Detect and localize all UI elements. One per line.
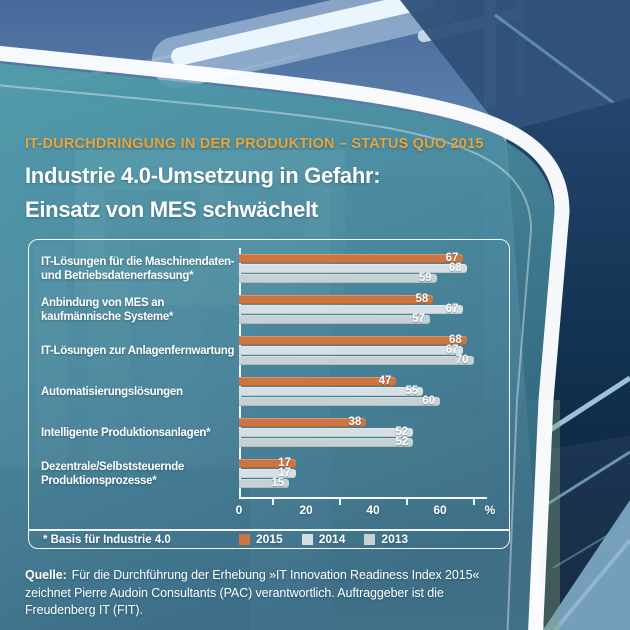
- bar-2015-cat2: 58: [239, 293, 434, 305]
- bar-value: 57: [412, 313, 425, 325]
- category-label: Anbindung von MES an kaufmännische System…: [41, 292, 237, 327]
- bar-value: 67: [445, 303, 459, 315]
- bar-value: 17: [278, 467, 291, 479]
- category-label-line: IT-Lösungen zur Anlagenfernwartung: [41, 344, 235, 357]
- bar-2013-cat1: 59: [239, 272, 437, 284]
- y-axis-line: [239, 248, 241, 499]
- photo-dark-ceiling-corner: [400, 0, 630, 140]
- category-label-line: Intelligente Produktionsanlagen*: [41, 426, 211, 439]
- source-line-2: zeichnet Pierre Audoin Consultants (PAC)…: [25, 585, 444, 600]
- legend-swatch: [301, 533, 313, 545]
- legend-item-2013: 2013: [364, 532, 408, 546]
- legend-label: 2015: [256, 532, 283, 546]
- x-tick: [472, 499, 475, 505]
- x-tick-label: 40: [366, 503, 380, 517]
- kicker: IT-DURCHDRINGUNG IN DER PRODUKTION – STA…: [25, 136, 484, 152]
- category-label: Dezentrale/Selbststeuernde Produktionspro…: [41, 456, 237, 491]
- chart-footnote: * Basis für Industrie 4.0: [43, 534, 171, 546]
- title-line-1: Industrie 4.0-Umsetzung in Gefahr:: [25, 163, 381, 188]
- x-tick: [405, 499, 408, 505]
- x-tick: [338, 499, 341, 505]
- legend-swatch: [364, 533, 376, 545]
- legend-label: 2013: [381, 532, 409, 546]
- bar-2014-cat6: 17: [239, 467, 296, 479]
- x-tick: [271, 499, 274, 505]
- photo-floor: [543, 500, 630, 630]
- source-line-1: Quelle: Für die Durchführung der Erhebung…: [25, 568, 480, 582]
- category-label: Intelligente Produktionsanlagen*: [41, 415, 237, 450]
- white-curve-band: [0, 45, 570, 630]
- bar-value: 67: [445, 344, 459, 356]
- bar-2015-cat1: 67: [239, 252, 464, 264]
- category-label: IT-Lösungen für die Maschinendaten-und B…: [41, 251, 237, 286]
- bar-2013-cat6: 15: [239, 477, 290, 489]
- legend-label: 2014: [318, 532, 346, 546]
- legend-item-2015: 2015: [239, 532, 283, 546]
- category-label-line: Produktionsprozesse*: [41, 474, 157, 487]
- category-label-line: und Betriebsdatenerfassung*: [41, 269, 194, 282]
- inner-accent-line: [0, 84, 533, 630]
- bar-2014-cat4: 55: [239, 385, 424, 397]
- bar-2014-cat2: 67: [239, 303, 464, 315]
- x-tick-label: 20: [299, 503, 313, 517]
- bar-value: 68: [449, 262, 462, 274]
- bar-2015-cat3: 68: [239, 334, 467, 346]
- x-tick-label: 0: [235, 503, 243, 517]
- category-label: Automatisierungslösungen: [41, 374, 237, 409]
- title-line-2: Einsatz von MES schwächelt: [25, 197, 318, 222]
- bar-value: 58: [415, 293, 429, 305]
- legend-item-2014: 2014: [301, 532, 346, 546]
- category-label-line: Dezentrale/Selbststeuernde: [41, 460, 185, 473]
- legend-divider: [29, 529, 509, 531]
- category-label-line: kaufmännische Systeme*: [41, 310, 174, 323]
- bar-value: 17: [278, 457, 291, 469]
- category-label-line: Automatisierungslösungen: [41, 385, 183, 398]
- x-tick-label: 60: [433, 503, 447, 517]
- chart-panel: IT-Lösungen für die Maschinendaten-und B…: [28, 239, 510, 549]
- bar-value: 60: [422, 395, 435, 407]
- bar-value: 67: [445, 252, 459, 264]
- bar-value: 38: [348, 416, 362, 428]
- bar-2013-cat4: 60: [239, 395, 440, 407]
- bar-2013-cat3: 70: [239, 354, 474, 366]
- bar-2013-cat5: 52: [239, 436, 414, 448]
- category-label-line: Anbindung von MES an: [41, 296, 165, 309]
- source-note: Quelle: Für die Durchführung der Erhebung…: [25, 567, 479, 620]
- bar-2015-cat6: 17: [239, 457, 296, 469]
- category-label-line: IT-Lösungen für die Maschinendaten-: [41, 255, 235, 268]
- bar-value: 70: [455, 354, 469, 366]
- bar-2013-cat2: 57: [239, 313, 430, 325]
- legend-swatch: [239, 533, 250, 545]
- bar-value: 15: [271, 477, 285, 489]
- bar-value: 52: [395, 436, 409, 448]
- bar-value: 52: [395, 426, 409, 438]
- bar-2015-cat5: 38: [239, 416, 367, 428]
- bar-value: 68: [449, 334, 462, 346]
- bar-2015-cat4: 47: [239, 375, 397, 387]
- x-axis-line: [239, 497, 487, 499]
- category-label: IT-Lösungen zur Anlagenfernwartung: [41, 333, 237, 368]
- x-axis-unit: %: [484, 503, 496, 517]
- legend: 2015 2014 2013: [239, 532, 408, 546]
- page-title: Industrie 4.0-Umsetzung in Gefahr: Einsa…: [25, 159, 381, 227]
- source-label: Quelle:: [25, 568, 67, 582]
- bar-2014-cat5: 52: [239, 426, 414, 438]
- bar-value: 55: [405, 385, 419, 397]
- bar-2014-cat3: 67: [239, 344, 464, 356]
- bar-value: 47: [378, 375, 392, 387]
- bar-2014-cat1: 68: [239, 262, 467, 274]
- source-line-3: Freudenberg IT (FIT).: [25, 603, 143, 617]
- bar-value: 59: [418, 272, 432, 284]
